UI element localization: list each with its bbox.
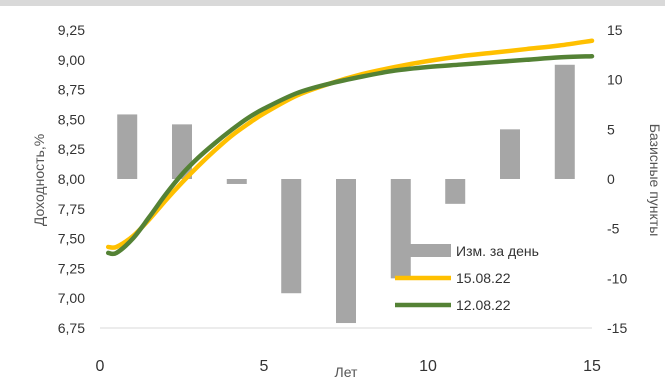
y-left-tick-label: 8,50	[58, 111, 85, 127]
y-right-ticks: 15 10 5 0 -5 -10 -15	[607, 22, 627, 336]
x-tick-label: 10	[419, 358, 437, 375]
legend-label-bar: Изм. за день	[456, 243, 539, 259]
x-axis-title: Лет	[335, 364, 359, 378]
x-tick-label: 15	[583, 358, 601, 375]
y-right-tick-label: 10	[607, 72, 623, 88]
bar	[500, 129, 520, 179]
line-series	[105, 38, 595, 257]
bar	[336, 179, 356, 324]
y-left-tick-label: 7,25	[58, 260, 85, 276]
y-left-tick-label: 8,00	[58, 171, 85, 187]
legend-swatch-bar	[395, 244, 451, 257]
y-left-tick-label: 8,75	[58, 82, 85, 98]
x-tick-label: 0	[96, 358, 105, 375]
y-right-tick-label: 15	[607, 22, 623, 38]
y-left-ticks: 9,25 9,00 8,75 8,50 8,25 8,00 7,75 7,50 7,25 7,00…	[58, 22, 85, 336]
x-ticks: 0 5 10 15	[96, 358, 601, 375]
y-left-tick-label: 7,50	[58, 231, 85, 247]
x-tick-label: 5	[260, 358, 269, 375]
y-right-tick-label: 0	[607, 171, 615, 187]
y-left-tick-label: 9,00	[58, 52, 85, 68]
bar	[281, 179, 302, 294]
bar-series	[117, 64, 575, 324]
bar	[117, 114, 138, 179]
y-left-tick-label: 9,25	[58, 22, 85, 38]
legend-label-line-1: 15.08.22	[456, 270, 511, 286]
y-right-tick-label: -5	[607, 221, 620, 237]
bar	[390, 179, 411, 279]
legend: Изм. за день 15.08.22 12.08.22	[395, 243, 539, 313]
bar	[554, 64, 575, 179]
y-right-tick-label: -15	[607, 320, 627, 336]
y-left-tick-label: 8,25	[58, 141, 85, 157]
bar	[226, 179, 247, 184]
y-right-tick-label: 5	[607, 121, 615, 137]
y-right-axis-title: Базисные пункты	[647, 124, 663, 237]
line-12-08-22	[105, 53, 595, 257]
bar	[172, 124, 192, 179]
y-left-tick-label: 7,00	[58, 290, 85, 306]
bar	[445, 179, 466, 204]
legend-label-line-2: 12.08.22	[456, 297, 511, 313]
y-right-tick-label: -10	[607, 270, 627, 286]
top-band	[0, 0, 665, 6]
y-left-tick-label: 7,75	[58, 201, 85, 217]
y-left-axis-title: Доходность,%	[31, 134, 47, 226]
y-left-tick-label: 6,75	[58, 320, 85, 336]
